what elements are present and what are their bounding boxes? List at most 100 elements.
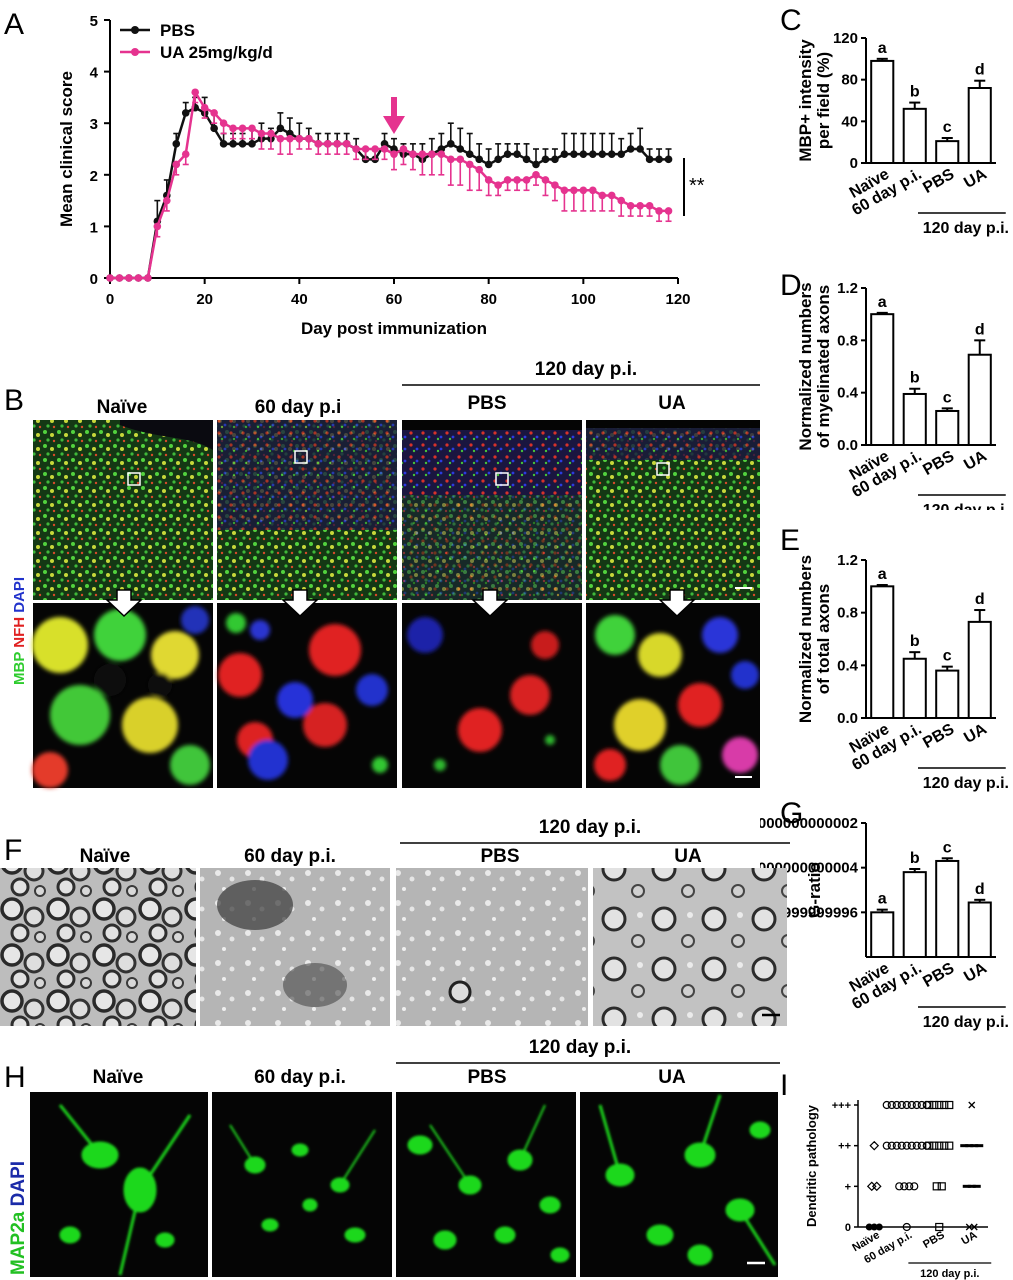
panel-letter-a: A xyxy=(4,8,24,41)
data-point-a xyxy=(248,124,256,133)
data-point-a xyxy=(191,88,199,97)
marker-circle xyxy=(912,1100,921,1110)
bar xyxy=(935,669,960,720)
data-point-a xyxy=(664,155,673,164)
x-tick-label-a: 100 xyxy=(571,291,596,308)
data-point-a xyxy=(465,150,474,158)
line-plot-area: 0 1 2 3 4 5 0 20 40 60 80 100 120 Day post immunizati… xyxy=(57,13,705,338)
bracket-label: 120 day p.i. xyxy=(923,775,1009,792)
data-point-a xyxy=(636,145,644,153)
data-point-a xyxy=(570,150,578,158)
em-naive xyxy=(0,868,196,1026)
data-point-a xyxy=(399,145,408,153)
category-label: UA xyxy=(961,721,990,747)
data-point-a xyxy=(286,134,294,143)
significance-letter: d xyxy=(975,591,985,608)
bar xyxy=(967,901,992,958)
data-point-a xyxy=(598,150,607,158)
data-point-a xyxy=(219,140,228,148)
panel-letter-h: H xyxy=(4,1061,26,1094)
data-point-a xyxy=(172,140,181,148)
marker-circle xyxy=(902,1141,911,1150)
data-point-a xyxy=(238,124,247,133)
em-ua xyxy=(593,868,787,1026)
y-tick-label: 40 xyxy=(841,113,858,130)
significance-letter: d xyxy=(975,321,985,338)
panel-d-chart: D 0.0 0.4 0.8 1.2 Normalized numbers of myeli… xyxy=(780,269,1009,510)
marker-square xyxy=(945,1141,954,1150)
data-point-a xyxy=(513,150,521,158)
marker-circle xyxy=(902,1222,911,1232)
micrograph-b-bottom-60day xyxy=(217,603,397,788)
header-120day-f: 120 day p.i. xyxy=(539,817,641,838)
data-point-a xyxy=(551,155,559,164)
y-axis-label: per field (%) xyxy=(814,52,833,149)
data-point-a xyxy=(522,155,531,164)
panel-b-figure: B Naïve 60 day p.i 120 day p.i. PBS UA M… xyxy=(4,359,760,788)
data-point-a xyxy=(115,274,124,282)
data-point-a xyxy=(513,176,521,184)
panel-letter-d: D xyxy=(780,269,802,302)
y-tick-label-i: ++ xyxy=(838,1141,851,1153)
marker-square xyxy=(935,1100,944,1110)
bar xyxy=(902,107,927,165)
significance-letter: c xyxy=(943,648,952,665)
header-ua-h: UA xyxy=(658,1067,686,1088)
panel-g-chart: G 0.699999999999999960.80000000000000004… xyxy=(760,797,1009,1031)
significance-letter: a xyxy=(878,891,887,908)
data-point-a xyxy=(579,186,588,195)
micrograph-b-bottom-ua xyxy=(586,603,760,788)
y-axis-label: of total axons xyxy=(814,584,833,695)
category-label-i: PBS xyxy=(921,1229,947,1251)
x-tick-label-a: 80 xyxy=(480,291,497,308)
micrograph-h-ua xyxy=(580,1092,778,1277)
header-naive-f: Naïve xyxy=(80,846,131,867)
data-point-a xyxy=(664,207,673,215)
y-tick-label: 1.2 xyxy=(837,552,858,569)
data-point-a xyxy=(409,150,417,158)
micrograph-b-top-ua xyxy=(586,420,760,600)
legend-label-a: UA 25mg/kg/d xyxy=(160,43,273,62)
em-pbs xyxy=(396,868,588,1026)
data-point-a xyxy=(503,150,512,158)
bar xyxy=(902,657,927,719)
em-60day xyxy=(200,868,390,1026)
marker-square xyxy=(925,1141,934,1150)
bracket-label: 120 day p.i. xyxy=(923,502,1009,510)
bar-chart-d: 0.0 0.4 0.8 1.2 Normalized numbers of myelina… xyxy=(796,280,1009,510)
y-tick-label-a: 4 xyxy=(90,65,99,82)
panel-f-figure: F Naïve 60 day p.i. 120 day p.i. PBS UA xyxy=(0,817,790,1026)
marker-square xyxy=(935,1222,944,1232)
marker-circle xyxy=(897,1100,906,1110)
bar xyxy=(902,871,927,958)
data-point-a xyxy=(323,140,332,148)
stain-dapi-h: DAPI xyxy=(8,1161,29,1206)
panel-letter-e: E xyxy=(780,524,800,557)
data-point-a xyxy=(475,155,484,164)
data-point-a xyxy=(636,201,644,210)
significance-letter: b xyxy=(910,633,920,650)
marker-square xyxy=(932,1182,941,1191)
bar-chart-e: 0.0 0.4 0.8 1.2 Normalized numbers of total a… xyxy=(796,552,1009,792)
data-point-a xyxy=(352,145,360,153)
data-point-a xyxy=(380,145,389,153)
header-120day-b: 120 day p.i. xyxy=(535,359,637,380)
data-point-a xyxy=(617,196,625,205)
data-point-a xyxy=(456,145,465,153)
data-point-a xyxy=(541,176,550,184)
data-point-a xyxy=(589,150,597,158)
marker-square xyxy=(945,1100,954,1110)
marker-dot xyxy=(865,1223,873,1231)
significance-label-a: ** xyxy=(689,175,705,197)
data-point-a xyxy=(484,160,493,169)
significance-letter: d xyxy=(975,881,985,898)
category-label: UA xyxy=(961,960,990,986)
y-tick-label-a: 5 xyxy=(90,13,98,30)
significance-letter: a xyxy=(878,40,887,57)
y-tick-label: 0.8 xyxy=(837,332,858,349)
header-120day-h: 120 day p.i. xyxy=(529,1037,631,1058)
y-axis-label: of myelinated axons xyxy=(814,285,833,448)
marker-cross xyxy=(965,1223,973,1231)
x-tick-label-a: 40 xyxy=(291,291,308,308)
